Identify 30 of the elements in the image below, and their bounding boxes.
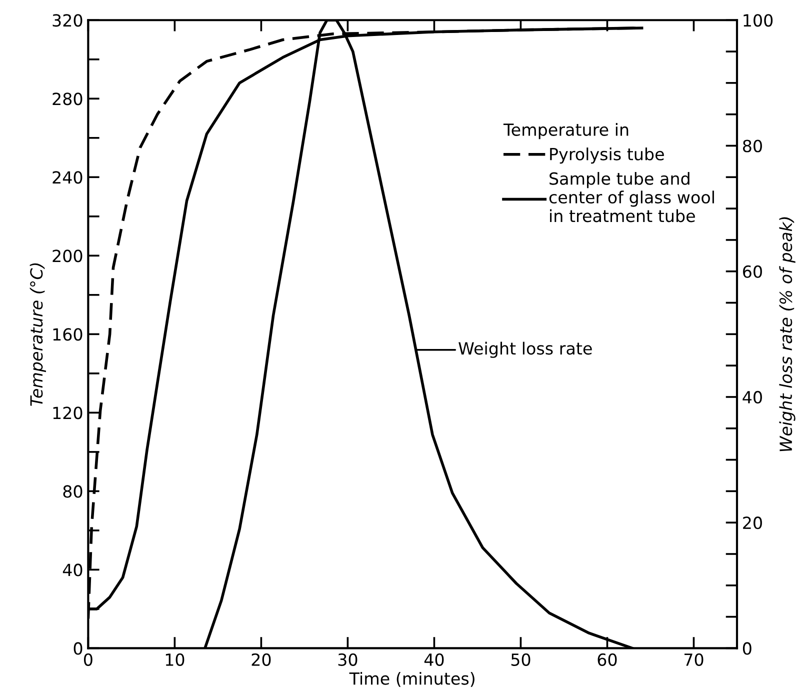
y-tick-label: 80 — [63, 485, 82, 498]
y2-tick-label: 80 — [742, 140, 762, 152]
y-tick-label: 0 — [74, 642, 82, 655]
x-tick-label: 10 — [166, 653, 184, 666]
y-tick-label: 160 — [53, 328, 82, 341]
legend-label: Pyrolysis tube — [550, 148, 664, 164]
x-tick-label: 50 — [511, 653, 530, 666]
y-axis-title: Temperature (°C) — [30, 263, 46, 406]
y2-tick-label: 0 — [742, 642, 752, 655]
x-axis-title: Time (minutes) — [349, 672, 474, 687]
x-tick-label: 20 — [252, 653, 271, 666]
y2-tick-label: 20 — [743, 516, 762, 530]
y-tick-label: 240 — [52, 171, 82, 184]
legend-title: Temperature in — [503, 123, 628, 140]
y-tick-label: 280 — [52, 92, 82, 106]
x-tick-label: 30 — [338, 653, 358, 666]
y2-tick-label: 100 — [744, 14, 773, 27]
legend-label: Sample tube and center of glass wool in treatment tube — [549, 172, 714, 222]
y-tick-label: 40 — [62, 564, 82, 576]
y2-axis-title: Weight loss rate (% of peak) — [779, 217, 796, 452]
y2-tick-label: 60 — [743, 265, 762, 278]
x-tick-label: 70 — [684, 653, 704, 666]
x-tick-label: 40 — [424, 653, 444, 666]
y-tick-label: 320 — [52, 14, 82, 27]
annotation: Weight loss rate — [458, 342, 592, 358]
y2-tick-label: 40 — [742, 390, 762, 404]
y-tick-label: 120 — [53, 406, 82, 420]
y-tick-label: 200 — [52, 250, 82, 262]
x-tick-label: 60 — [598, 653, 617, 666]
x-tick-label: 0 — [84, 653, 92, 666]
